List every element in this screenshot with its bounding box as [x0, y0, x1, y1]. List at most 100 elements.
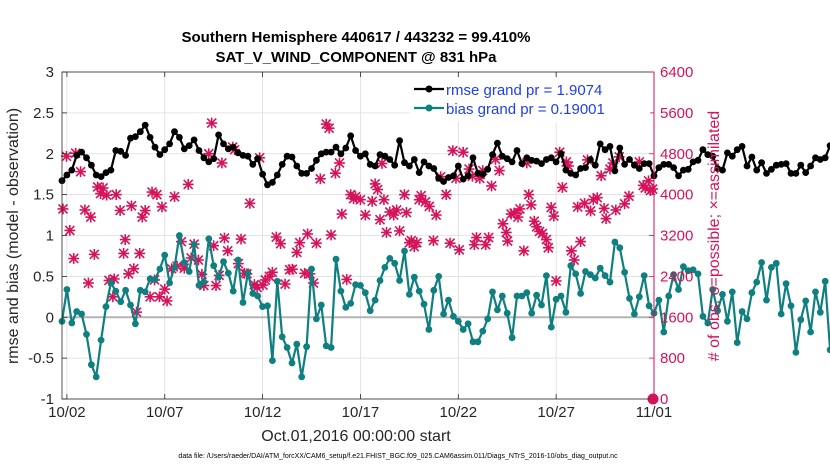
- rmse-point: [611, 167, 619, 175]
- bias-point: [63, 286, 71, 293]
- rmse-point: [635, 165, 643, 172]
- rmse-point: [420, 158, 428, 166]
- bias-point: [376, 277, 384, 284]
- obs-assimilated-marker: [169, 191, 180, 203]
- rmse-point: [587, 156, 594, 163]
- bias-point: [273, 277, 281, 285]
- bias-point: [92, 373, 100, 381]
- x-tick-label: 10/07: [146, 404, 184, 421]
- obs-assimilated-marker: [235, 233, 247, 245]
- bias-point: [269, 357, 276, 364]
- bias-point: [410, 273, 418, 281]
- bias-point: [122, 286, 129, 294]
- obs-assimilated-marker: [401, 207, 412, 218]
- obs-assimilated-marker: [88, 249, 100, 260]
- bias-point: [361, 289, 369, 297]
- rmse-point: [185, 142, 193, 150]
- rmse-point: [342, 144, 350, 152]
- bias-point: [596, 264, 604, 272]
- rmse-point: [337, 150, 345, 158]
- obs-assimilated-marker: [548, 210, 560, 222]
- bias-point: [738, 308, 746, 315]
- rmse-point: [117, 147, 125, 155]
- left-tick-label: 1.5: [33, 187, 54, 204]
- bias-point: [621, 268, 628, 276]
- legend-rmse-marker: [425, 85, 433, 93]
- rmse-point: [273, 171, 281, 179]
- bias-point: [567, 262, 575, 270]
- bias-point: [591, 274, 599, 282]
- bias-point: [161, 251, 169, 259]
- bias-point: [694, 270, 702, 278]
- right-tick-label: 2400: [660, 268, 693, 285]
- rmse-point: [479, 170, 487, 178]
- rmse-point: [269, 179, 276, 186]
- rmse-point: [293, 162, 301, 170]
- rmse-point: [406, 162, 413, 170]
- rmse-point: [68, 166, 76, 174]
- obs-assimilated-marker: [468, 239, 480, 251]
- bias-point: [543, 272, 550, 279]
- rmse-point: [733, 146, 741, 154]
- obs-assimilated-marker: [68, 253, 80, 264]
- obs-assimilated-marker: [502, 235, 514, 247]
- bias-point: [224, 269, 232, 277]
- rmse-point: [758, 159, 765, 167]
- left-axis-label: rmse and bias (model - observation): [5, 108, 22, 364]
- bias-point: [498, 292, 506, 300]
- rmse-point: [303, 170, 310, 177]
- bias-series: [58, 232, 830, 381]
- rmse-point: [435, 174, 443, 182]
- rmse-point: [322, 148, 330, 156]
- x-axis-label: Oct.01,2016 00:00:00 start: [261, 428, 451, 445]
- rmse-point: [694, 156, 702, 164]
- rmse-point: [415, 169, 423, 177]
- right-axis-ticks: 0 800 1600 2400 3200 4000 4800 5600 6400: [649, 64, 693, 408]
- obs-assimilated-marker: [378, 194, 390, 206]
- bias-point: [719, 291, 726, 298]
- obs-assimilated-marker: [447, 145, 459, 157]
- obs-assimilated-marker: [453, 244, 465, 256]
- obs-assimilated-marker: [415, 190, 427, 202]
- right-tick-label: 3200: [660, 228, 693, 245]
- bias-point: [508, 334, 516, 342]
- obs-assimilated-marker: [270, 231, 282, 243]
- obs-assimilated-marker: [376, 158, 388, 169]
- obs-assimilated-marker: [355, 194, 366, 206]
- obs-assimilated-marker: [440, 189, 452, 201]
- obs-assimilated-marker: [266, 266, 278, 278]
- bias-point: [156, 265, 164, 273]
- obs-assimilated-marker: [79, 204, 91, 216]
- obs-assimilated-marker: [598, 203, 610, 214]
- left-tick-label: -1: [41, 391, 54, 408]
- rmse-point: [508, 158, 516, 166]
- rmse-point: [313, 156, 320, 164]
- rmse-point: [97, 173, 105, 181]
- bias-point: [317, 301, 325, 309]
- bias-point: [357, 282, 364, 289]
- rmse-point: [440, 178, 447, 185]
- rmse-point: [787, 170, 795, 177]
- data-file-footer: data file: /Users/raeder/DAI/ATM_forcXX/…: [178, 453, 618, 460]
- rmse-point: [596, 140, 604, 148]
- left-tick-label: 1: [46, 228, 54, 245]
- rmse-point: [171, 128, 178, 136]
- obs-assimilated-marker: [399, 189, 410, 201]
- bias-point: [787, 302, 795, 310]
- bias-point: [660, 328, 668, 336]
- obs-assimilated-marker: [156, 201, 168, 213]
- obs-assimilated-marker: [497, 218, 509, 230]
- bias-point: [132, 320, 139, 328]
- obs-assimilated-marker: [126, 200, 137, 212]
- rmse-point: [601, 146, 609, 154]
- rmse-point: [802, 169, 810, 177]
- obs-assimilated-marker: [444, 237, 456, 249]
- bias-point: [141, 288, 149, 296]
- rmse-point: [386, 156, 394, 163]
- rmse-point: [782, 160, 790, 168]
- bias-point: [440, 310, 447, 318]
- obs-assimilated-marker: [110, 189, 122, 201]
- bias-point: [523, 289, 531, 297]
- left-tick-label: 0: [46, 309, 54, 326]
- bias-point: [807, 328, 814, 336]
